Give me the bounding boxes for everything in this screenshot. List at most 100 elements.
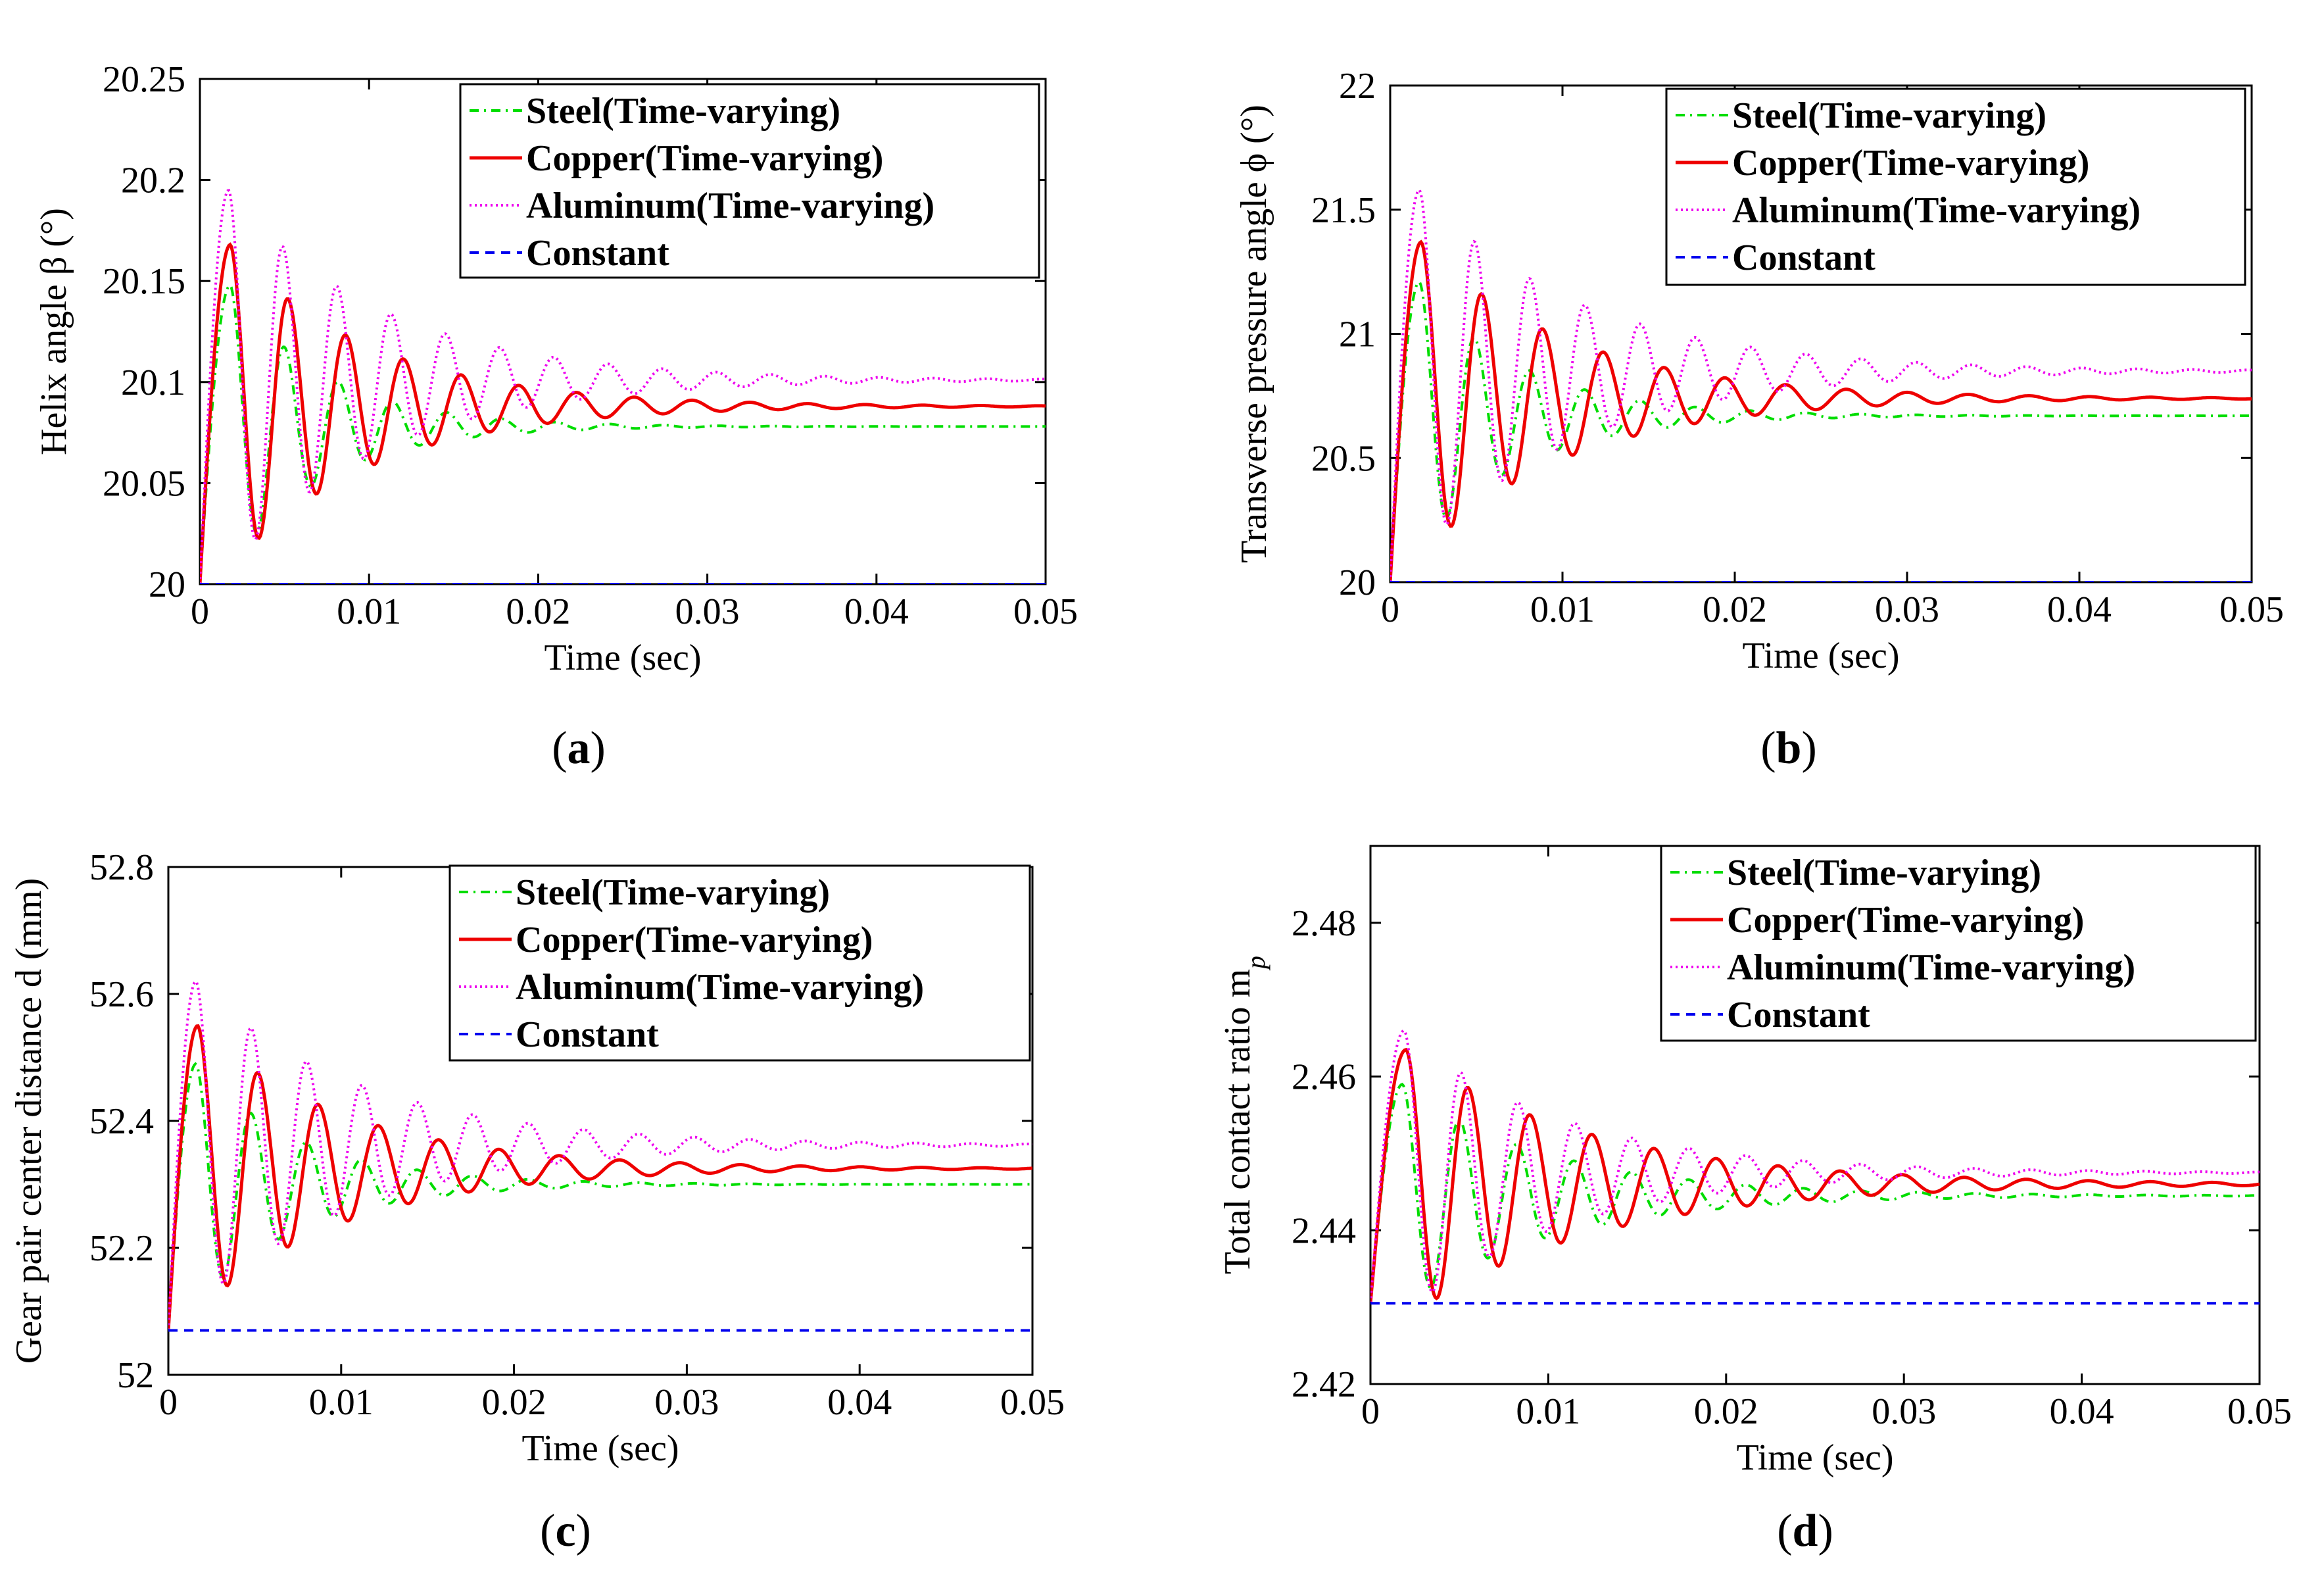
y-tick-label: 20.5	[1311, 438, 1376, 479]
series-line-aluminum	[1390, 188, 2252, 582]
y-tick-label: 52.6	[89, 974, 154, 1015]
legend-box	[448, 864, 1031, 1062]
legend-label-aluminum: Aluminum(Time-varying)	[516, 967, 924, 1008]
series-line-copper	[200, 242, 1046, 584]
y-tick-label: 20.05	[103, 463, 185, 504]
x-tick-label: 0.03	[654, 1382, 719, 1423]
chart-c: 0 0.01 0.02 0.03 0.04 0.05 52 52.2 52.4 52.6 52.8 T…	[9, 847, 1065, 1556]
legend-box	[1665, 87, 2246, 286]
legend-label-constant: Constant	[526, 233, 669, 274]
y-axis-label-subscript: p	[1241, 956, 1271, 971]
panel-label: (a)	[552, 723, 606, 774]
panel-letter: d	[1793, 1506, 1818, 1556]
y-tick-label: 20.25	[103, 59, 185, 100]
legend-label-copper: Copper(Time-varying)	[1727, 900, 2084, 941]
series-line-steel	[200, 283, 1046, 584]
y-axis-label: Transverse pressure angle ϕ (°)	[1234, 105, 1274, 563]
series-line-steel	[1370, 1082, 2260, 1304]
legend-label-steel: Steel(Time-varying)	[1732, 95, 2046, 136]
panel-label: (c)	[540, 1506, 591, 1556]
series-line-steel	[168, 1062, 1032, 1331]
y-tick-label: 2.48	[1292, 903, 1356, 944]
y-axis-label: Gear pair center distance d (mm)	[9, 878, 49, 1364]
x-tick-label: 0.04	[2047, 589, 2112, 630]
series-line-copper	[168, 1024, 1032, 1331]
legend-label-aluminum: Aluminum(Time-varying)	[1727, 947, 2135, 988]
panel-label: (d)	[1777, 1506, 1833, 1556]
y-tick-label: 20	[149, 564, 185, 605]
y-tick-label: 20.1	[121, 362, 185, 403]
x-tick-label: 0.04	[827, 1382, 892, 1423]
series-line-copper	[1370, 1047, 2260, 1304]
x-tick-label: 0.02	[482, 1382, 546, 1423]
series-group	[200, 189, 1046, 584]
x-tick-label: 0.02	[1703, 589, 1767, 630]
x-tick-label: 0.05	[2227, 1391, 2292, 1432]
series-group	[1390, 188, 2252, 582]
series-line-aluminum	[1370, 1029, 2260, 1304]
y-tick-label: 52.4	[89, 1101, 154, 1142]
legend-label-copper: Copper(Time-varying)	[1732, 143, 2089, 184]
y-tick-label: 52	[117, 1355, 154, 1396]
y-axis-label: Helix angle β (°)	[34, 208, 74, 455]
x-tick-label: 0.04	[2050, 1391, 2114, 1432]
series-line-aluminum	[200, 189, 1046, 584]
y-tick-label: 21	[1339, 314, 1376, 355]
series-line-steel	[1390, 280, 2252, 582]
x-axis-label: Time (sec)	[1742, 635, 1899, 676]
x-tick-label: 0.01	[337, 591, 401, 632]
chart-b: 0 0.01 0.02 0.03 0.04 0.05 20 20.5 21 21.5 22 Time …	[1234, 66, 2284, 774]
legend-label-constant: Constant	[516, 1014, 659, 1055]
panel-letter: c	[555, 1506, 575, 1556]
series-line-copper	[1390, 239, 2252, 582]
legend-label-steel: Steel(Time-varying)	[516, 872, 830, 913]
chart-d: 0 0.01 0.02 0.03 0.04 0.05 2.42 2.44 2.46 2.48 Tim…	[1217, 845, 2292, 1556]
y-tick-label: 2.42	[1292, 1364, 1356, 1405]
x-tick-label: 0	[1361, 1391, 1380, 1432]
y-tick-label: 2.46	[1292, 1057, 1356, 1098]
legend-label-copper: Copper(Time-varying)	[516, 920, 873, 960]
panel-label: (b)	[1760, 723, 1817, 774]
x-tick-label: 0.01	[309, 1382, 374, 1423]
x-tick-label: 0.03	[675, 591, 740, 632]
x-tick-label: 0.05	[1013, 591, 1078, 632]
x-tick-label: 0.02	[506, 591, 570, 632]
legend-box	[1660, 845, 2257, 1042]
panel-letter: b	[1776, 723, 1802, 774]
legend-label-aluminum: Aluminum(Time-varying)	[1732, 190, 2141, 231]
legend-label-steel: Steel(Time-varying)	[526, 91, 840, 132]
y-tick-label: 52.8	[89, 847, 154, 888]
series-group	[1370, 1029, 2260, 1305]
x-tick-label: 0	[159, 1382, 178, 1423]
y-tick-label: 21.5	[1311, 190, 1376, 231]
x-tick-label: 0.04	[844, 591, 909, 632]
x-tick-label: 0	[1381, 589, 1399, 630]
legend-label-constant: Constant	[1727, 995, 1870, 1035]
x-tick-label: 0.02	[1694, 1391, 1758, 1432]
x-tick-label: 0.01	[1530, 589, 1595, 630]
y-tick-label: 52.2	[89, 1228, 154, 1269]
x-axis-label: Time (sec)	[521, 1428, 679, 1469]
y-tick-label: 20.2	[121, 161, 185, 201]
legend-label-copper: Copper(Time-varying)	[526, 138, 883, 179]
y-tick-label: 20	[1339, 562, 1376, 603]
chart-a: 0 0.01 0.02 0.03 0.04 0.05 20 20.05 20.1 20.15 20.…	[34, 59, 1078, 774]
series-group	[168, 979, 1032, 1332]
legend-label-steel: Steel(Time-varying)	[1727, 853, 2041, 893]
legend-label-aluminum: Aluminum(Time-varying)	[526, 186, 934, 226]
legend-label-constant: Constant	[1732, 237, 1876, 278]
panel-letter: a	[568, 723, 591, 774]
y-tick-label: 2.44	[1292, 1210, 1356, 1251]
x-tick-label: 0.03	[1875, 589, 1939, 630]
y-tick-label: 20.15	[103, 261, 185, 302]
x-tick-label: 0.05	[2219, 589, 2284, 630]
y-axis-label: Total contact ratio mp	[1217, 956, 1271, 1274]
y-tick-label: 22	[1339, 66, 1376, 107]
legend-box	[459, 83, 1040, 279]
x-axis-label: Time (sec)	[1736, 1437, 1893, 1478]
x-axis-label: Time (sec)	[544, 637, 701, 678]
x-tick-label: 0.05	[1000, 1382, 1065, 1423]
x-tick-label: 0	[191, 591, 209, 632]
x-tick-label: 0.01	[1516, 1391, 1580, 1432]
